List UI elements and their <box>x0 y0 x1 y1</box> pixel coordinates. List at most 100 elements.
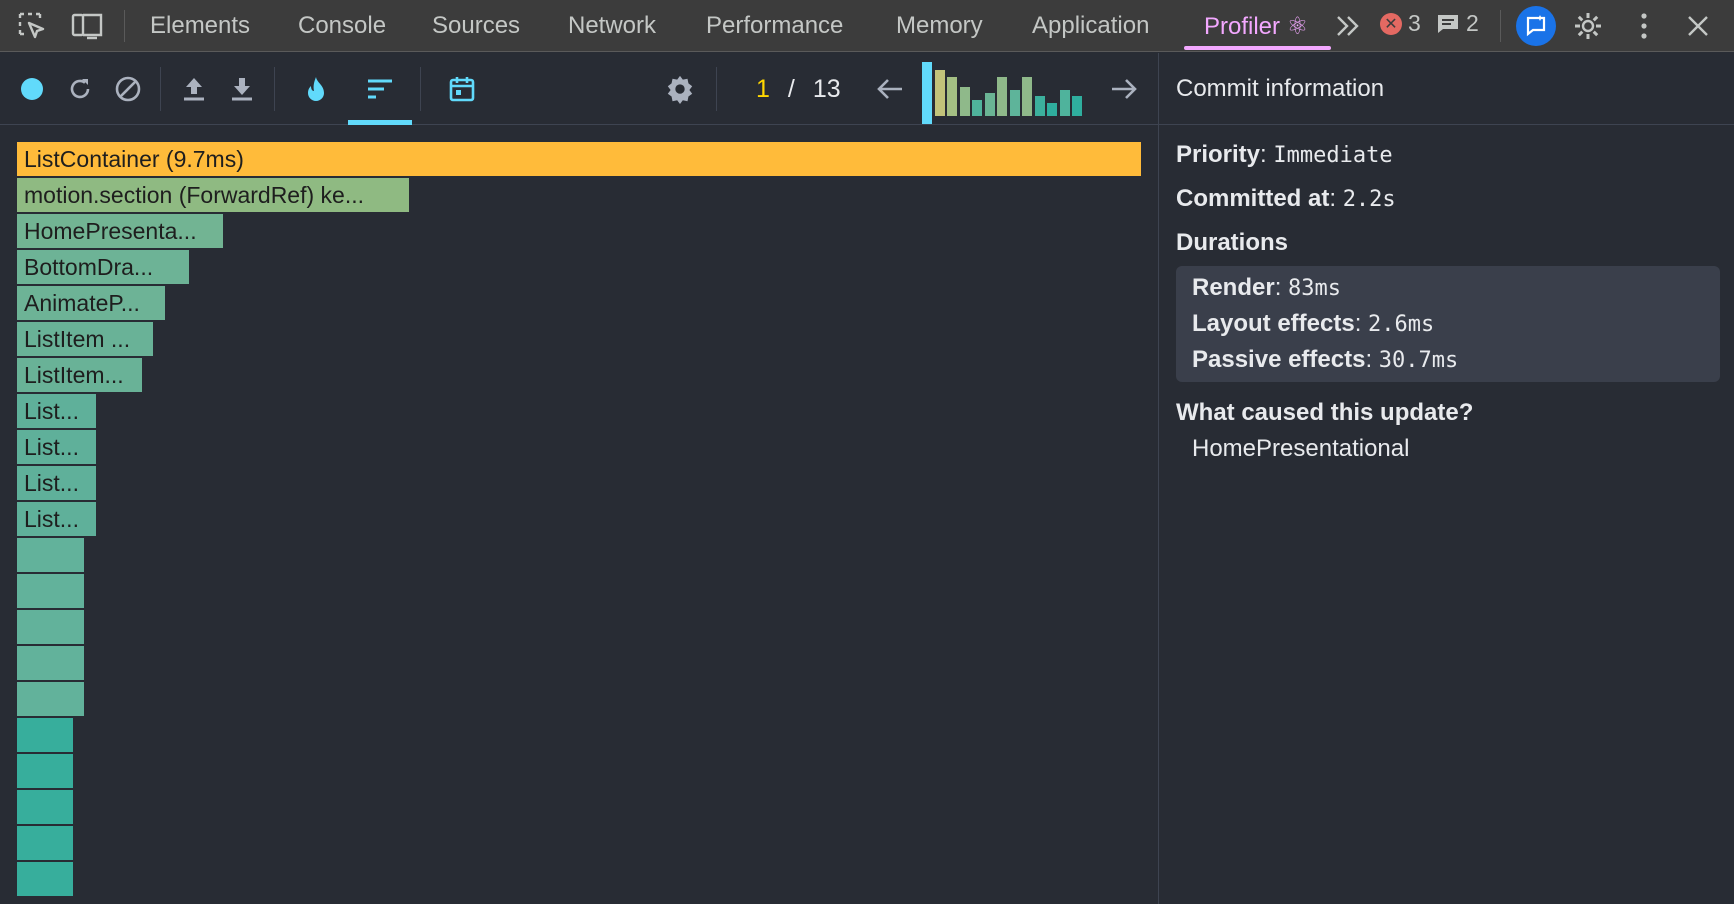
cause-heading: What caused this update? <box>1176 399 1473 427</box>
cause-component-link[interactable]: HomePresentational <box>1192 435 1410 462</box>
ai-assistance-icon[interactable] <box>1516 6 1556 46</box>
tab-elements[interactable]: Elements <box>150 12 251 39</box>
chart-node[interactable] <box>17 790 73 824</box>
chart-node[interactable] <box>17 538 84 572</box>
committed-at-label: Committed at <box>1176 185 1330 212</box>
passive-effects-label: Passive effects <box>1192 346 1366 373</box>
chart-node[interactable]: HomePresenta... <box>17 214 223 248</box>
commit-total: 13 <box>812 74 841 103</box>
chart-node[interactable]: ListContainer (9.7ms) <box>17 142 1141 176</box>
priority-row: Priority: Immediate <box>1176 141 1393 168</box>
chart-node[interactable]: List... <box>17 394 96 428</box>
record-icon[interactable] <box>14 71 50 107</box>
tab-memory[interactable]: Memory <box>896 12 983 39</box>
commit-bar[interactable] <box>1059 90 1070 116</box>
messages-badge[interactable]: 2 <box>1436 10 1479 37</box>
chart-node[interactable]: AnimateP... <box>17 286 165 320</box>
ranked-icon[interactable] <box>362 71 398 107</box>
tab-application[interactable]: Application <box>1032 12 1150 39</box>
tab-profiler[interactable]: Profiler ⚛ <box>1204 12 1309 40</box>
chart-node[interactable] <box>17 646 84 680</box>
cause-label: What caused this update? <box>1176 399 1474 426</box>
layout-effects-label: Layout effects <box>1192 310 1355 337</box>
commit-bar[interactable] <box>984 93 995 116</box>
download-icon[interactable] <box>224 71 260 107</box>
commit-bar[interactable] <box>972 100 982 116</box>
chart-node[interactable]: List... <box>17 430 96 464</box>
inspect-element-icon[interactable] <box>14 8 50 44</box>
clear-icon[interactable] <box>110 71 146 107</box>
commit-separator: / <box>787 74 795 103</box>
errors-count: 3 <box>1408 10 1421 36</box>
committed-at-value: 2.2s <box>1342 187 1396 212</box>
divider <box>274 67 275 111</box>
flame-icon[interactable] <box>298 71 334 107</box>
arrow-right-icon[interactable] <box>1106 71 1142 107</box>
selected-commit-marker <box>922 116 932 124</box>
chart-node[interactable] <box>17 682 84 716</box>
commit-info-panel: Commit information Priority: Immediate C… <box>1158 53 1734 904</box>
gear-icon[interactable] <box>1570 8 1606 44</box>
chart-node[interactable]: motion.section (ForwardRef) ke... <box>17 178 409 212</box>
render-row: Render: 83ms <box>1192 274 1342 301</box>
chart-node[interactable]: ListItem... <box>17 358 142 392</box>
render-label: Render <box>1192 274 1275 301</box>
divider <box>1500 10 1501 42</box>
error-icon: ✕ <box>1380 12 1402 35</box>
chart-node[interactable]: List... <box>17 466 96 500</box>
commit-bar[interactable] <box>1072 96 1082 116</box>
commit-bar[interactable] <box>959 87 970 116</box>
durations-box: Render: 83ms Layout effects: 2.6ms Passi… <box>1176 266 1720 382</box>
chart-node[interactable] <box>17 826 73 860</box>
chart-node[interactable]: List... <box>17 502 96 536</box>
tab-performance[interactable]: Performance <box>706 12 844 39</box>
double-chevron-right-icon[interactable] <box>1330 8 1366 44</box>
chart-node[interactable]: ListItem ... <box>17 322 153 356</box>
committed-at-row: Committed at: 2.2s <box>1176 185 1396 212</box>
render-value: 83ms <box>1288 276 1342 301</box>
commit-bar[interactable] <box>997 77 1007 116</box>
commit-bar[interactable] <box>947 77 957 116</box>
layout-effects-value: 2.6ms <box>1368 312 1435 337</box>
device-toolbar-icon[interactable] <box>70 8 106 44</box>
chart-node[interactable] <box>17 754 73 788</box>
commit-bar[interactable] <box>934 70 945 116</box>
passive-effects-row: Passive effects: 30.7ms <box>1192 346 1459 373</box>
commit-bar[interactable] <box>1047 103 1057 116</box>
arrow-left-icon[interactable] <box>872 71 908 107</box>
profiler-toolbar: 1 / 13 <box>0 53 1158 125</box>
message-icon <box>1438 14 1458 33</box>
close-icon[interactable] <box>1680 8 1716 44</box>
chart-node[interactable]: BottomDra... <box>17 250 189 284</box>
layout-effects-row: Layout effects: 2.6ms <box>1192 310 1435 337</box>
priority-label: Priority <box>1176 141 1261 168</box>
chart-node[interactable] <box>17 718 73 752</box>
kebab-menu-icon[interactable] <box>1626 8 1662 44</box>
ranked-chart: ListContainer (9.7ms) motion.section (For… <box>0 126 1158 904</box>
reload-icon[interactable] <box>62 71 98 107</box>
tab-network[interactable]: Network <box>568 12 657 39</box>
priority-value: Immediate <box>1273 143 1393 168</box>
commit-bar[interactable] <box>1034 96 1045 116</box>
durations-heading: Durations <box>1176 229 1288 257</box>
tab-sources[interactable]: Sources <box>432 12 521 39</box>
timeline-icon[interactable] <box>444 71 480 107</box>
active-tab-indicator <box>1184 46 1331 50</box>
chart-node[interactable] <box>17 574 84 608</box>
divider <box>124 10 125 42</box>
chart-node[interactable] <box>17 862 73 896</box>
commit-counter: 1 / 13 <box>756 71 841 107</box>
durations-label: Durations <box>1176 229 1289 256</box>
errors-badge[interactable]: ✕ 3 <box>1380 10 1421 37</box>
commit-bar[interactable] <box>1009 90 1020 116</box>
tab-console[interactable]: Console <box>298 12 387 39</box>
commit-bar[interactable] <box>1022 77 1032 116</box>
active-view-indicator <box>348 120 412 125</box>
chart-node[interactable] <box>17 610 84 644</box>
settings-icon[interactable] <box>662 71 698 107</box>
divider <box>420 67 421 111</box>
panel-title: Commit information <box>1159 53 1734 125</box>
commit-bar[interactable] <box>922 62 932 116</box>
upload-icon[interactable] <box>176 71 212 107</box>
commit-snapshot-selector[interactable] <box>922 62 1084 116</box>
